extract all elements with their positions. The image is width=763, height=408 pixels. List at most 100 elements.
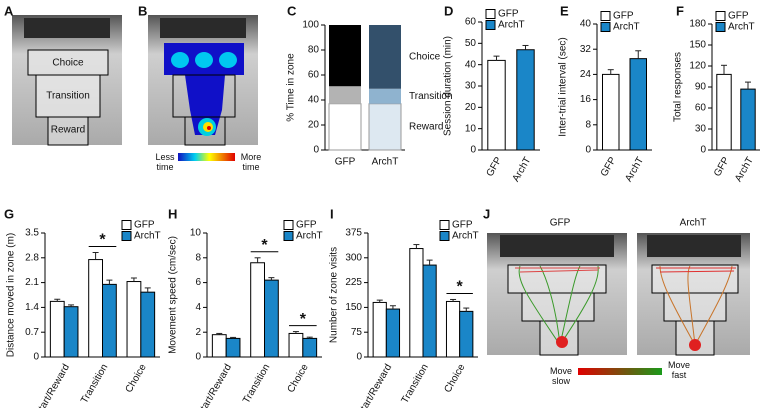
scale-label: More time — [240, 152, 262, 172]
bar — [602, 73, 620, 151]
panel-letter: D — [444, 3, 453, 18]
x-tick-label: ArchT — [372, 157, 399, 168]
bar-segment — [368, 103, 402, 151]
y-axis-label: Number of zone visits — [329, 247, 340, 343]
y-tick-label: 20 — [465, 102, 477, 113]
y-tick-label: 4 — [195, 302, 201, 313]
legend-label: ArchT — [613, 22, 640, 33]
legend-label: GFP — [613, 11, 634, 22]
bar — [49, 300, 65, 358]
bar — [140, 291, 156, 358]
bar-segment — [369, 88, 401, 104]
x-tick-label: Choice — [124, 362, 149, 395]
legend-swatch — [283, 231, 294, 241]
legend-swatch — [485, 9, 496, 19]
legend-swatch — [439, 231, 450, 241]
legend-label: ArchT — [452, 231, 479, 242]
bar — [264, 279, 279, 358]
segment-label: Transition — [409, 91, 453, 102]
legend-label: ArchT — [296, 231, 323, 242]
segment-label: Choice — [409, 52, 441, 63]
y-axis-label: Inter-trial interval (sec) — [558, 37, 569, 136]
heatmap-photo — [148, 15, 258, 161]
y-axis-label: Session duration (min) — [443, 36, 454, 136]
x-tick-label: ArchT — [623, 155, 646, 184]
bar — [629, 58, 647, 151]
y-tick-label: 0.7 — [25, 327, 39, 338]
zone-label: Choice — [52, 58, 84, 69]
x-tick-label: ArchT — [733, 155, 756, 184]
track-title: GFP — [550, 218, 571, 229]
legend-swatch — [715, 11, 726, 21]
legend-swatch — [121, 231, 132, 241]
x-tick-label: Transition — [79, 362, 110, 405]
legend-label: GFP — [498, 9, 519, 20]
x-tick-label: ArchT — [511, 155, 534, 184]
zone-label: Transition — [46, 91, 90, 102]
y-axis-label: Distance moved in zone (m) — [6, 233, 17, 358]
y-tick-label: 300 — [345, 252, 362, 263]
y-tick-label: 40 — [308, 95, 320, 106]
y-tick-label: 8 — [585, 119, 591, 130]
bar-segment — [329, 86, 361, 104]
x-tick-label: GFP — [599, 155, 619, 179]
legend-swatch — [715, 22, 726, 32]
legend-label: GFP — [452, 220, 473, 231]
x-tick-label: Transition — [400, 362, 431, 405]
x-tick-label: GFP — [335, 157, 356, 168]
significance-mark: * — [457, 279, 464, 296]
y-tick-label: 1.4 — [25, 302, 39, 313]
y-tick-label: 16 — [580, 94, 592, 105]
bar-segment — [329, 25, 361, 87]
y-tick-label: 150 — [345, 302, 362, 313]
panel-letter: B — [138, 3, 147, 18]
legend-swatch — [283, 220, 294, 230]
bar — [459, 310, 474, 358]
x-tick-label: Start/Reward — [33, 362, 72, 408]
legend-label: GFP — [134, 220, 155, 231]
y-axis-label: % Time in zone — [286, 53, 297, 122]
legend-label: ArchT — [728, 22, 755, 33]
panel-letter: F — [676, 3, 684, 18]
bar — [126, 281, 142, 358]
segment-label: Reward — [409, 122, 443, 133]
bar — [409, 248, 424, 358]
y-tick-label: 20 — [308, 120, 320, 131]
bar — [422, 264, 437, 358]
y-tick-label: 60 — [695, 103, 707, 114]
x-tick-label: Choice — [286, 362, 311, 395]
y-tick-label: 0 — [470, 145, 476, 156]
y-tick-label: 2 — [195, 327, 201, 338]
bar — [63, 306, 79, 358]
y-tick-label: 50 — [465, 38, 477, 49]
y-tick-label: 3.5 — [25, 228, 39, 239]
panel-letter: J — [483, 206, 490, 221]
significance-mark: * — [99, 232, 106, 249]
x-tick-label: Start/Reward — [356, 362, 395, 408]
x-tick-label: GFP — [712, 155, 732, 179]
panel-letter: G — [4, 206, 14, 221]
legend-label: GFP — [296, 220, 317, 231]
bar — [211, 334, 227, 358]
y-tick-label: 180 — [689, 19, 706, 30]
arena-photo — [12, 15, 122, 146]
legend-swatch — [121, 220, 132, 230]
legend-label: ArchT — [134, 231, 161, 242]
y-tick-label: 80 — [308, 45, 320, 56]
bar-segment — [369, 25, 401, 89]
y-tick-label: 40 — [465, 59, 477, 70]
y-tick-label: 32 — [580, 44, 592, 55]
bar — [372, 301, 387, 358]
y-tick-label: 90 — [695, 82, 707, 93]
panel-letter: A — [4, 3, 14, 18]
y-tick-label: 30 — [465, 81, 477, 92]
y-tick-label: 0 — [195, 352, 201, 363]
panel-letter: E — [560, 3, 569, 18]
bar — [288, 332, 304, 358]
bar — [385, 308, 401, 358]
y-tick-label: 0 — [585, 145, 591, 156]
y-tick-label: 10 — [190, 228, 202, 239]
y-tick-label: 0 — [313, 145, 319, 156]
panel-letter: I — [330, 206, 334, 221]
